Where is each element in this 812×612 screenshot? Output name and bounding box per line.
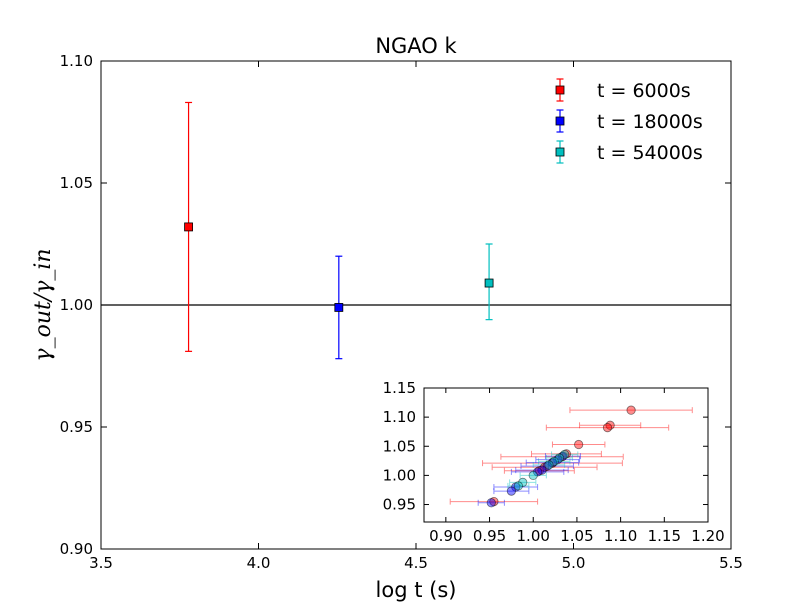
- inset-data-point: [539, 462, 550, 472]
- x-tick-label: 3.5: [89, 554, 113, 572]
- inset-data-point: [489, 497, 499, 507]
- inset-y-tick-label: 1.00: [383, 466, 416, 484]
- inset-error-bar: [579, 422, 642, 429]
- legend-label: t = 6000s: [597, 80, 691, 102]
- chart-title: NGAO k: [375, 34, 457, 58]
- inset-y-tick-label: 1.15: [383, 379, 416, 397]
- y-tick-label: 1.10: [60, 52, 93, 70]
- inset-data-point: [574, 439, 584, 450]
- inset-error-bar: [493, 484, 539, 491]
- inset-data-point: [486, 498, 496, 508]
- legend-label: t = 18000s: [597, 111, 703, 133]
- x-tick-label: 4.5: [404, 554, 428, 572]
- x-tick-label: 5.0: [562, 554, 586, 572]
- main-axis-ticks: 3.5 4.0 4.5 5.0 5.5 0.90 0.95 1.00 1.05 1.10: [60, 52, 743, 572]
- x-axis-label: log t (s): [376, 578, 457, 602]
- legend-label: t = 54000s: [597, 142, 703, 164]
- y-tick-label: 0.95: [60, 418, 93, 436]
- data-point: [334, 303, 344, 312]
- y-tick-label: 0.90: [60, 540, 93, 558]
- y-tick-label: 1.05: [60, 174, 93, 192]
- main-plot: 3.5 4.0 4.5 5.0 5.5 0.90 0.95 1.00 1.05 1.10: [60, 52, 743, 572]
- inset-x-tick-label: 1.05: [560, 527, 593, 545]
- main-data-marks: [184, 101, 494, 360]
- legend-marker: [555, 85, 565, 95]
- inset-error-bar: [491, 464, 598, 471]
- inset-error-bar: [515, 467, 569, 474]
- inset-data-point: [554, 453, 565, 463]
- inset-y-tick-label: 1.05: [383, 437, 416, 455]
- inset-x-tick-label: 0.95: [473, 527, 506, 545]
- inset-data-point: [528, 470, 538, 480]
- inset-data-point: [544, 460, 554, 470]
- inset-error-bar: [509, 479, 537, 486]
- inset-y-tick-label: 1.10: [383, 408, 416, 426]
- inset-data-point: [560, 449, 570, 460]
- inset-plot: 0.90 0.95 1.00 1.05 1.10 1.15 1.20 0.95 1.00 1.05…: [383, 379, 725, 545]
- inset-x-tick-label: 1.20: [691, 527, 724, 545]
- inset-data-marks: [449, 405, 693, 508]
- inset-error-bar: [569, 407, 693, 414]
- inset-error-bar: [535, 456, 581, 463]
- legend-marker: [555, 147, 565, 157]
- inset-x-tick-label: 0.90: [429, 527, 462, 545]
- inset-x-tick-label: 1.10: [604, 527, 637, 545]
- inset-data-point: [506, 486, 516, 496]
- inset-data-point: [549, 456, 559, 467]
- inset-axis-ticks: 0.90 0.95 1.00 1.05 1.10 1.15 1.20 0.95 1.00 1.05…: [383, 379, 725, 545]
- data-point: [184, 222, 193, 232]
- inset-error-bar: [503, 467, 575, 474]
- inset-error-bar: [519, 472, 547, 479]
- inset-data-point: [626, 405, 636, 415]
- inset-error-bar: [551, 451, 579, 458]
- inset-x-tick-label: 1.15: [648, 527, 681, 545]
- inset-error-bar: [449, 498, 539, 505]
- legend: t = 6000s t = 18000s t = 54000s: [555, 78, 703, 164]
- inset-error-bar: [500, 453, 624, 460]
- legend-marker: [555, 116, 565, 126]
- inset-error-bar: [493, 488, 530, 495]
- inset-error-bar: [520, 463, 574, 470]
- y-axis-label: γ_out/γ_in: [31, 248, 56, 361]
- x-tick-label: 4.0: [247, 554, 271, 572]
- inset-y-tick-label: 0.95: [383, 496, 416, 514]
- data-point: [484, 278, 494, 288]
- y-tick-label: 1.00: [60, 296, 93, 314]
- inset-error-bar: [545, 424, 670, 431]
- inset-error-bar: [482, 460, 623, 467]
- inset-data-point: [602, 423, 613, 433]
- inset-error-bar: [551, 441, 606, 448]
- inset-error-bar: [477, 499, 505, 506]
- inset-error-bar: [537, 458, 571, 465]
- inset-x-tick-label: 1.00: [517, 527, 550, 545]
- x-tick-label: 5.5: [719, 554, 743, 572]
- inset-data-point: [513, 481, 523, 491]
- inset-error-bar: [510, 468, 565, 475]
